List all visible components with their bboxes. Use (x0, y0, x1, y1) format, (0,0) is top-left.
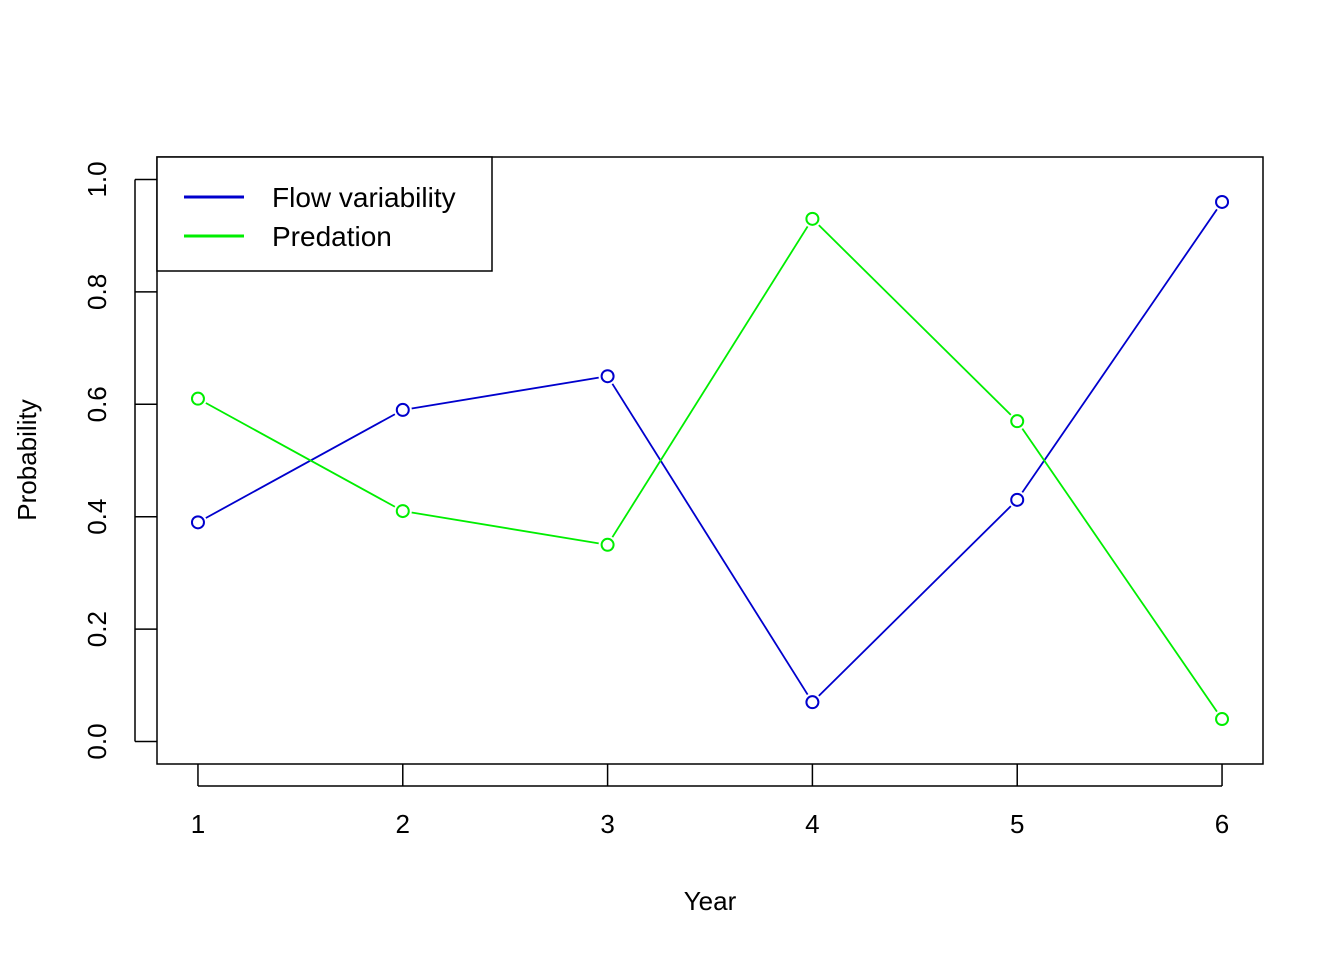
series-layer (190, 194, 1230, 727)
x-tick-label: 5 (1010, 809, 1024, 839)
plot-frame (156, 156, 1264, 765)
legend: Flow variability Predation (156, 156, 493, 272)
data-point-predation (1215, 712, 1230, 727)
x-tick-label: 4 (805, 809, 819, 839)
y-tick-label: 0.4 (82, 499, 112, 535)
data-point-flow-variability (190, 515, 205, 530)
x-tick-label: 1 (191, 809, 205, 839)
data-point-predation (395, 504, 410, 519)
legend-label-flow-variability: Flow variability (272, 182, 456, 213)
data-point-flow-variability (1215, 194, 1230, 209)
y-axis: 0.0 0.2 0.4 0.6 0.8 1.0 (82, 161, 157, 760)
series-flow-variability (190, 194, 1230, 710)
series-segment-predation (611, 225, 809, 538)
x-tick-label: 2 (396, 809, 410, 839)
data-point-flow-variability (395, 402, 410, 417)
data-point-predation (805, 211, 820, 226)
series-segment-flow-variability (205, 413, 396, 519)
y-tick-label: 0.8 (82, 274, 112, 310)
data-point-flow-variability (1010, 492, 1025, 507)
series-segment-flow-variability (611, 383, 809, 696)
series-segment-predation (818, 224, 1012, 416)
series-segment-flow-variability (1021, 208, 1218, 493)
x-axis-label: Year (684, 886, 737, 916)
series-segment-predation (411, 511, 599, 545)
series-segment-predation (1021, 428, 1218, 713)
x-tick-label: 3 (600, 809, 614, 839)
y-tick-label: 1.0 (82, 161, 112, 197)
y-tick-label: 0.6 (82, 386, 112, 422)
y-axis-label: Probability (12, 399, 42, 520)
x-tick-label: 6 (1215, 809, 1229, 839)
y-tick-label: 0.2 (82, 611, 112, 647)
data-point-predation (1010, 414, 1025, 429)
data-point-flow-variability (600, 369, 615, 384)
series-predation (190, 211, 1230, 727)
data-point-flow-variability (805, 695, 820, 710)
data-point-predation (600, 537, 615, 552)
data-point-predation (190, 391, 205, 406)
legend-label-predation: Predation (272, 221, 392, 252)
y-tick-label: 0.0 (82, 723, 112, 759)
legend-box (156, 156, 493, 272)
series-segment-flow-variability (411, 376, 599, 410)
x-axis: 1 2 3 4 5 6 (191, 764, 1229, 839)
series-segment-predation (205, 402, 396, 508)
series-segment-flow-variability (818, 505, 1012, 697)
